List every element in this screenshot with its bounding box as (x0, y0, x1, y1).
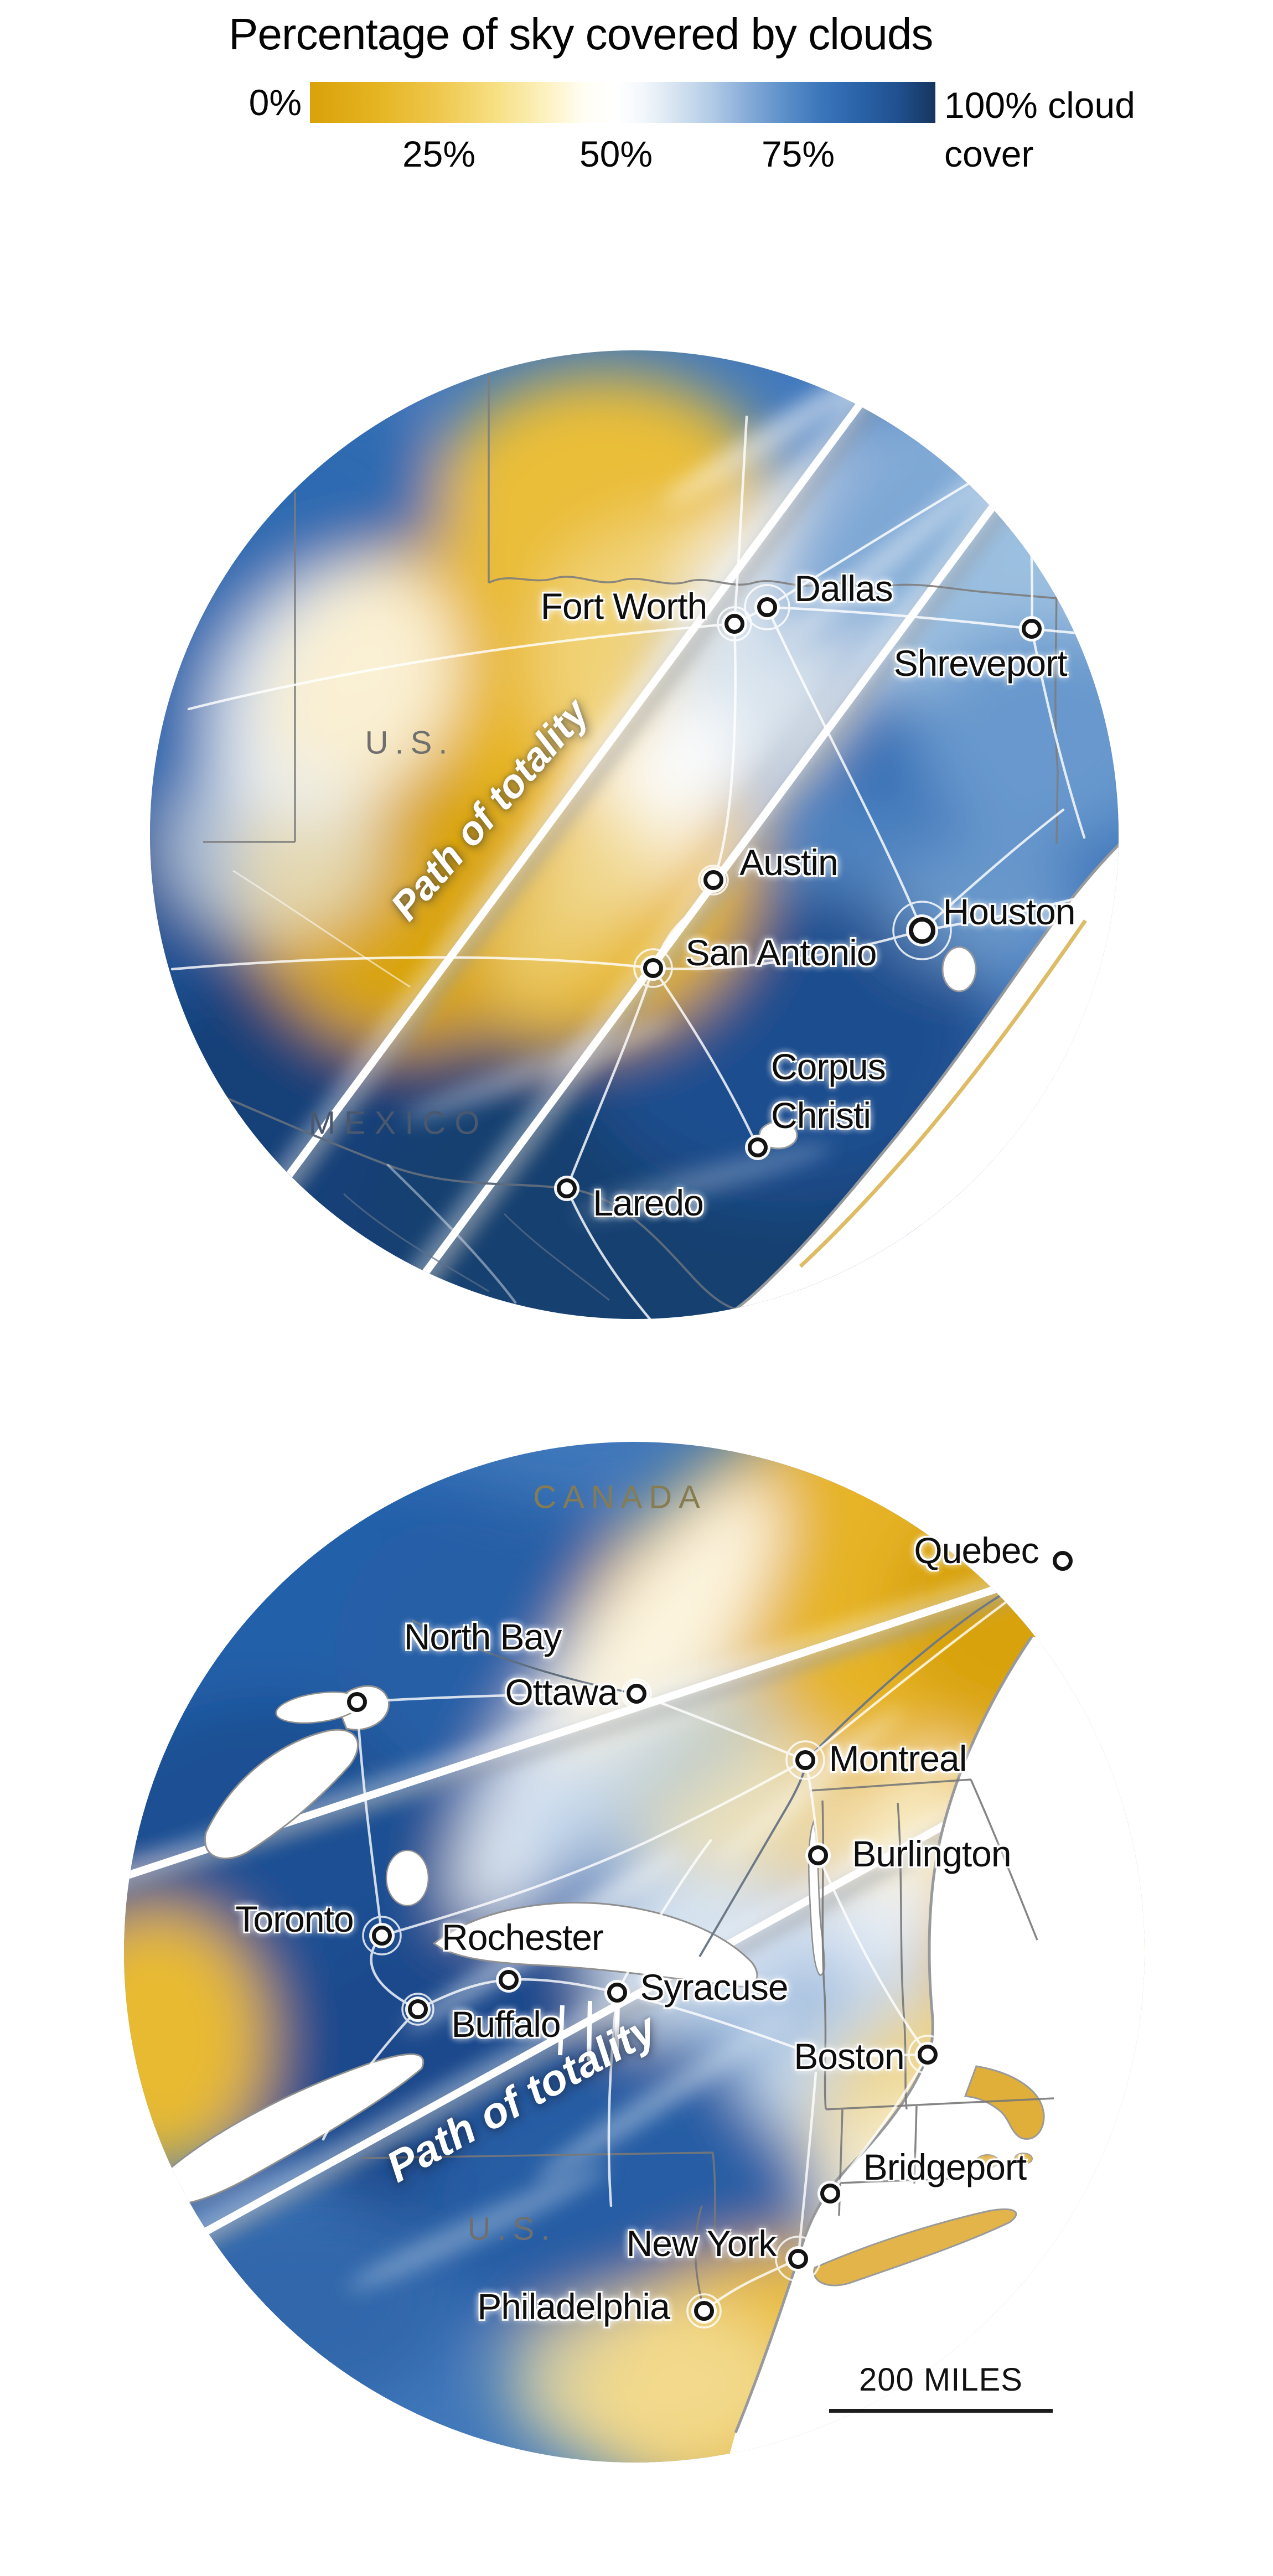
legend-title: Percentage of sky covered by clouds (229, 9, 933, 59)
legend-tick-75: 75% (761, 133, 835, 174)
region-label-us: U.S. (365, 725, 454, 761)
long-island (813, 2208, 1017, 2287)
barrier-islands (799, 919, 1087, 1268)
legend-tick-25: 25% (402, 133, 476, 174)
ottawa-river (411, 1619, 637, 1695)
city-marker-austin (703, 870, 723, 890)
city-marker-toronto (372, 1926, 392, 1946)
city-label-corpus-christi: Corpus Christi (771, 1042, 886, 1140)
city-marker-san-antonio (643, 958, 663, 978)
scale-bar-label: 200 MILES (859, 2362, 1023, 2398)
state-borders (361, 1778, 1054, 2311)
red-river-border (488, 576, 1058, 599)
city-marker-ottawa (627, 1684, 646, 1704)
galveston-bay (941, 946, 977, 992)
city-label-new-york: New York (626, 2223, 777, 2264)
city-label-laredo: Laredo (593, 1182, 704, 1223)
map-northeast: CANADA U.S. Path of totality Quebec Nort… (124, 1442, 1145, 2463)
gulf-coastline (734, 832, 1119, 1311)
city-marker-quebec (1053, 1551, 1073, 1571)
scale-bar-line (829, 2409, 1053, 2413)
city-marker-bridgeport (820, 2184, 840, 2203)
city-label-corpus-line2: Christi (771, 1095, 871, 1136)
city-label-houston: Houston (943, 891, 1076, 932)
city-label-rochester: Rochester (442, 1917, 604, 1958)
lake-simcoe (385, 1849, 429, 1907)
corpus-bay (758, 1121, 798, 1150)
city-label-fort-worth: Fort Worth (540, 586, 708, 627)
city-label-bo ston: Boston (794, 2036, 904, 2077)
city-marker-boston (918, 2045, 938, 2065)
city-marker-new-york (788, 2249, 808, 2269)
city-marker-fort-worth (725, 614, 744, 634)
map-texas-artwork (150, 350, 1119, 1319)
region-label-us: U.S. (467, 2211, 557, 2247)
city-label-bridgeport: Bridgeport (863, 2146, 1027, 2187)
city-marker-montreal (795, 1750, 815, 1770)
city-marker-rochester (499, 1970, 519, 1990)
region-label-mexico: MEXICO (308, 1105, 489, 1141)
lake-ontario (432, 1902, 758, 1988)
city-label-buffalo: Buffalo (451, 2004, 561, 2045)
city-marker-dallas (757, 597, 777, 617)
city-label-austin: Austin (739, 842, 838, 883)
city-marker-burlington (808, 1845, 828, 1865)
rio-grande-border (215, 1092, 736, 1310)
city-marker-philadelphia (694, 2301, 714, 2321)
city-label-burlington: Burlington (852, 1833, 1011, 1874)
lakes (147, 1685, 826, 2205)
city-label-shreveport: Shreveport (893, 643, 1068, 684)
city-label-dallas: Dallas (794, 568, 893, 609)
city-label-philadelphia: Philadelphia (477, 2286, 670, 2327)
roads (170, 415, 1119, 1319)
city-label-corpus-line1: Corpus (771, 1046, 886, 1087)
georgian-bay (204, 1729, 359, 1860)
pecos-river (232, 870, 411, 988)
city-label-san-antonio: San Antonio (685, 932, 877, 973)
region-label-canada: CANADA (533, 1479, 707, 1515)
city-marker-buffalo (408, 1999, 428, 2019)
city-marker-houston (909, 917, 935, 944)
city-label-syracuse: Syracuse (640, 1967, 788, 2008)
legend-max-label-line1: 100% cloud (944, 85, 1135, 126)
city-label-toronto: Toronto (235, 1899, 354, 1939)
legend-gradient-bar (310, 82, 935, 123)
mexico-borders (343, 1193, 610, 1301)
map-texas: U.S. MEXICO Path of totality Fort Worth … (150, 350, 1119, 1319)
city-label-quebec: Quebec (914, 1530, 1039, 1571)
new-mexico-border (203, 492, 296, 843)
city-label-ottawa: Ottawa (505, 1672, 618, 1713)
city-marker-syracuse (607, 1983, 627, 2003)
legend-max-label: 100% cloud cover (944, 81, 1135, 178)
lake-erie (147, 2053, 425, 2205)
legend-max-label-line2: cover (944, 133, 1034, 174)
legend-min-label: 0% (249, 82, 302, 123)
city-label-montreal: Montreal (829, 1738, 967, 1779)
city-label-north-bay: North Bay (403, 1616, 562, 1657)
cape-cod (964, 2065, 1045, 2140)
legend-tick-50: 50% (579, 133, 653, 174)
city-marker-shreveport (1022, 619, 1042, 639)
map-northeast-artwork (124, 1442, 1145, 2463)
city-marker-laredo (557, 1178, 577, 1198)
city-marker-north-bay (347, 1692, 367, 1712)
city-marker-corpus-christi (748, 1137, 768, 1157)
finger-lakes (558, 2000, 620, 2061)
